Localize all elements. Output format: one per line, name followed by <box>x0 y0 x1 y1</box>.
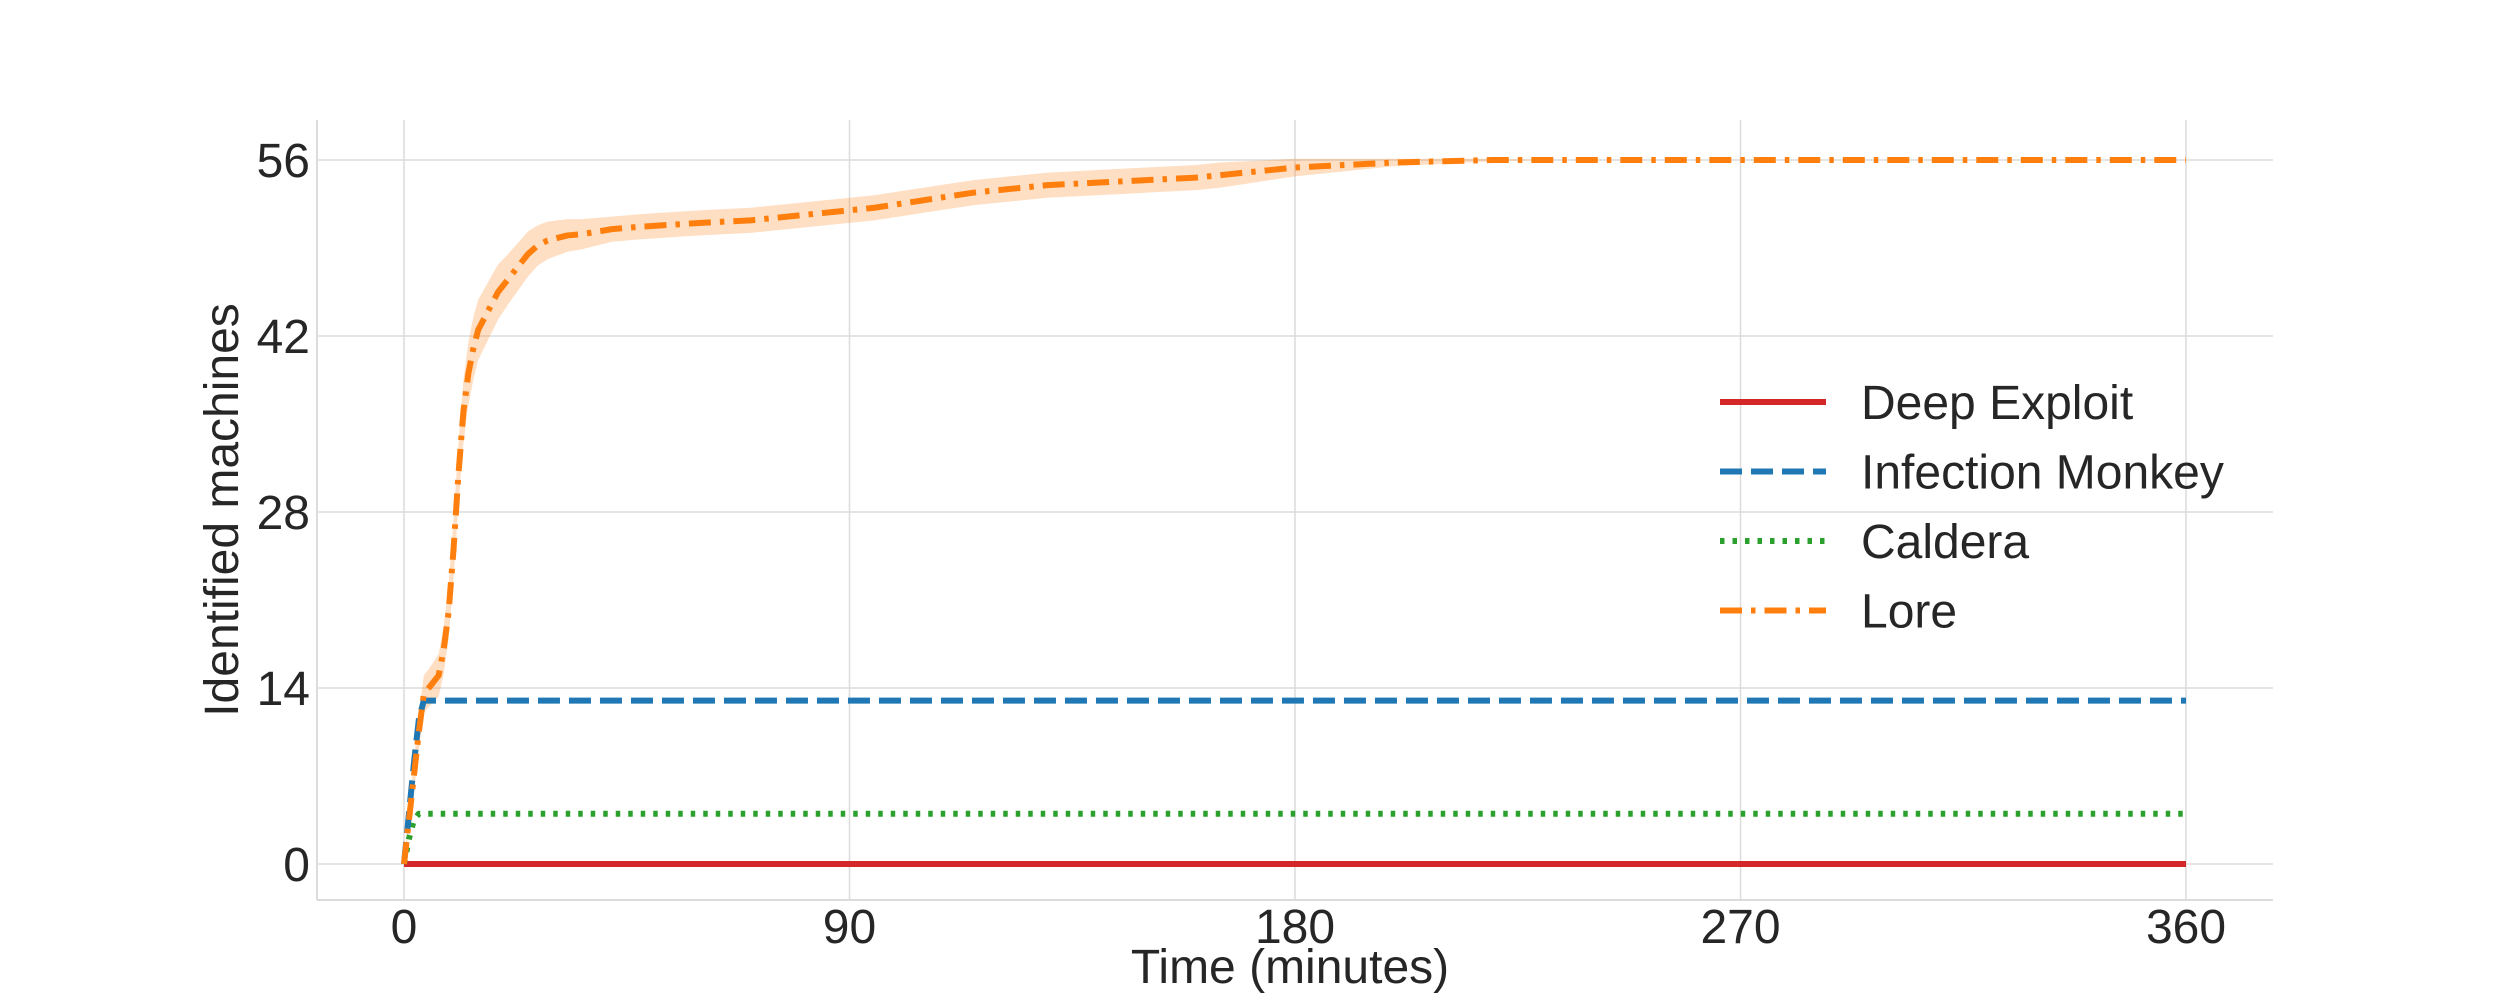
legend-label-deep-exploit: Deep Exploit <box>1861 377 2133 430</box>
confidence-bands <box>404 158 2186 864</box>
y-tick-label-14: 14 <box>257 663 310 716</box>
legend-label-caldera: Caldera <box>1861 516 2029 569</box>
y-tick-label-42: 42 <box>257 311 310 364</box>
x-tick-label-270: 270 <box>1700 901 1780 954</box>
lore-line <box>401 157 2186 865</box>
x-tick-label-90: 90 <box>823 901 876 954</box>
series-lines <box>401 157 2186 867</box>
y-tick-label-0: 0 <box>283 839 310 892</box>
x-tick-label-0: 0 <box>391 901 418 954</box>
x-tick-labels: 0 90 180 270 360 <box>391 901 2226 954</box>
infection-monkey-line <box>401 697 2186 865</box>
y-tick-label-56: 56 <box>257 135 310 188</box>
lore-confidence-band <box>404 158 2186 864</box>
x-tick-label-360: 360 <box>2146 901 2226 954</box>
y-axis-label: Identified machines <box>196 303 249 717</box>
axes-frame <box>316 120 2273 901</box>
legend-label-lore: Lore <box>1861 586 1957 639</box>
y-tick-labels: 0 14 28 42 56 <box>257 135 310 892</box>
x-axis-label: Time (minutes) <box>1131 941 1449 994</box>
y-tick-label-28: 28 <box>257 487 310 540</box>
legend-label-infection-monkey: Infection Monkey <box>1861 447 2224 500</box>
legend: Deep Exploit Infection Monkey Caldera Lore <box>1720 377 2224 639</box>
x-tick-label-180: 180 <box>1255 901 1335 954</box>
